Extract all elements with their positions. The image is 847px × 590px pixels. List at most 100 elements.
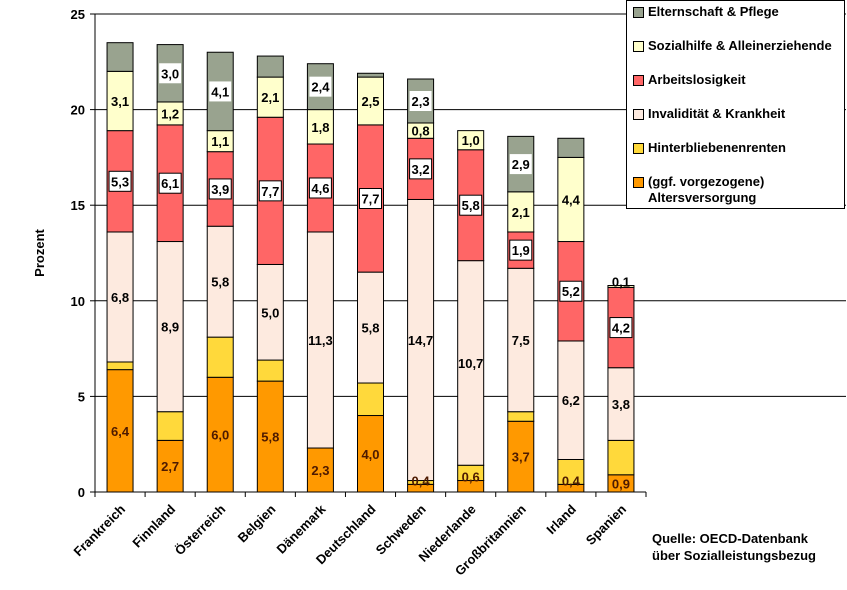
bar-segment — [256, 55, 284, 78]
value-label: 0,8 — [412, 124, 430, 139]
value-label: 4,6 — [311, 181, 329, 196]
value-label: 4,1 — [211, 84, 229, 99]
bar-stack — [357, 72, 384, 493]
y-ticks: 0 5 10 15 20 25 — [71, 7, 95, 500]
value-label-box — [209, 81, 232, 102]
bar-segment — [507, 191, 535, 233]
bar-segment — [156, 439, 184, 493]
bar-segment — [457, 130, 485, 151]
legend-item: Hinterbliebenenrenten — [633, 140, 786, 156]
source-line-1: Quelle: OECD-Datenbank — [652, 531, 809, 546]
bar-segment — [256, 380, 284, 493]
value-label-box — [158, 172, 182, 194]
legend-item: (ggf. vorgezogene) Altersversorgung — [633, 174, 764, 206]
y-tick-label: 0 — [78, 485, 85, 500]
value-label: 3,9 — [211, 182, 229, 197]
legend-swatch — [633, 177, 644, 188]
bar-segment — [607, 439, 635, 476]
value-label: 0,1 — [612, 275, 630, 290]
bar-stack — [457, 130, 485, 493]
legend-swatch — [633, 75, 644, 86]
value-label-box — [258, 180, 282, 202]
value-label: 11,3 — [308, 333, 333, 348]
bar-segment — [206, 225, 234, 338]
value-label: 2,3 — [412, 94, 430, 109]
value-label: 0,4 — [562, 473, 581, 488]
legend-item: Elternschaft & Pflege — [633, 4, 779, 20]
value-label-box — [509, 239, 533, 261]
bar-stack — [106, 42, 134, 493]
y-tick-label: 15 — [71, 198, 85, 213]
value-label: 1,9 — [512, 243, 530, 258]
value-label: 1,8 — [311, 120, 329, 135]
bar-segment — [206, 376, 234, 493]
value-label: 2,3 — [311, 463, 329, 478]
value-label: 5,2 — [562, 284, 580, 299]
value-label: 7,5 — [512, 333, 530, 348]
value-label: 3,2 — [412, 162, 430, 177]
value-label: 6,8 — [111, 290, 129, 305]
bar-segment — [557, 458, 585, 485]
source-line-2: über Sozialleistungsbezug — [652, 548, 816, 563]
y-tick-label: 25 — [71, 7, 85, 22]
legend-label: Invalidität & Krankheit — [648, 106, 786, 121]
bar-segment — [357, 72, 384, 78]
value-label: 0,9 — [612, 476, 630, 491]
legend-label: Sozialhilfe & Alleinerziehende — [648, 38, 832, 53]
value-label: 3,1 — [111, 94, 129, 109]
value-label-box — [208, 178, 232, 200]
value-label: 5,8 — [211, 275, 229, 290]
value-label: 2,4 — [311, 80, 330, 95]
legend-swatch — [633, 7, 644, 18]
bar-segment — [256, 359, 284, 382]
value-label: 2,1 — [261, 90, 279, 105]
y-axis-title: Prozent — [32, 228, 47, 276]
bar-stack — [306, 63, 334, 493]
value-label: 3,0 — [161, 66, 179, 81]
bar-stack — [507, 135, 535, 493]
value-label-box — [459, 194, 483, 216]
legend-swatch — [633, 41, 644, 52]
value-label: 4,2 — [612, 321, 630, 336]
legend-item: Arbeitslosigkeit — [633, 72, 746, 88]
value-label: 8,9 — [161, 320, 179, 335]
bar-segment — [357, 415, 384, 493]
bar-segment — [106, 231, 134, 363]
legend-label: Elternschaft & Pflege — [648, 4, 779, 19]
bar-segment — [607, 367, 635, 441]
value-label: 7,7 — [261, 184, 279, 199]
value-label-box — [108, 170, 132, 192]
bar-stack — [256, 55, 284, 493]
bar-segment — [156, 411, 184, 441]
value-label-box — [409, 90, 432, 111]
legend-item: Invalidität & Krankheit — [633, 106, 785, 122]
value-label: 2,9 — [512, 157, 530, 172]
bar-stack — [557, 137, 585, 493]
legend: Elternschaft & Pflege Sozialhilfe & Allei… — [626, 0, 845, 209]
value-label: 4,4 — [562, 192, 581, 207]
bar-stack — [407, 78, 435, 493]
bar-segment — [306, 109, 334, 145]
bar-stack — [156, 44, 184, 493]
value-label: 5,8 — [361, 321, 379, 336]
x-tick-label: Irland — [543, 501, 579, 537]
bar-segment — [256, 76, 284, 118]
value-label: 5,3 — [111, 174, 129, 189]
value-label: 10,7 — [458, 356, 483, 371]
bar-segment — [357, 76, 384, 126]
value-label: 2,7 — [161, 459, 179, 474]
value-label: 1,2 — [161, 106, 179, 121]
x-tick-label: Finnland — [129, 501, 178, 550]
value-label-box — [159, 63, 182, 84]
value-label-box — [509, 154, 532, 175]
value-label: 6,4 — [111, 424, 130, 439]
axes — [94, 14, 646, 493]
value-label-box — [359, 188, 382, 210]
bar-segment — [507, 411, 535, 422]
bar-segment — [106, 70, 134, 132]
value-labels: 6,4 6,8 5,3 3,1 2,7 8,9 6,1 1,2 3,0 6,0 5,8 3,9 1,1 4… — [108, 63, 633, 491]
bar-segment — [306, 447, 334, 493]
bar-segment — [106, 361, 134, 371]
bar-segment — [457, 260, 485, 466]
x-tick-label: Spanien — [583, 501, 629, 547]
